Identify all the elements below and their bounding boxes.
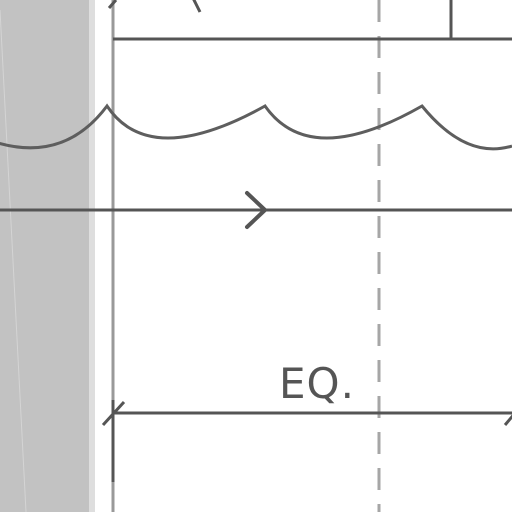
dimension-label: EQ.	[279, 359, 355, 408]
revision-cloud	[0, 103, 512, 151]
wall-section-edge	[89, 0, 95, 512]
chevron-right-icon	[245, 191, 267, 229]
wall-section-fill	[0, 0, 89, 512]
top-tick-left	[107, 0, 118, 9]
wall-faint-line	[0, 9, 27, 512]
dimension-tick-right-icon	[503, 414, 512, 426]
top-tick-right	[192, 0, 202, 13]
dimension-tick-icon	[101, 400, 126, 427]
